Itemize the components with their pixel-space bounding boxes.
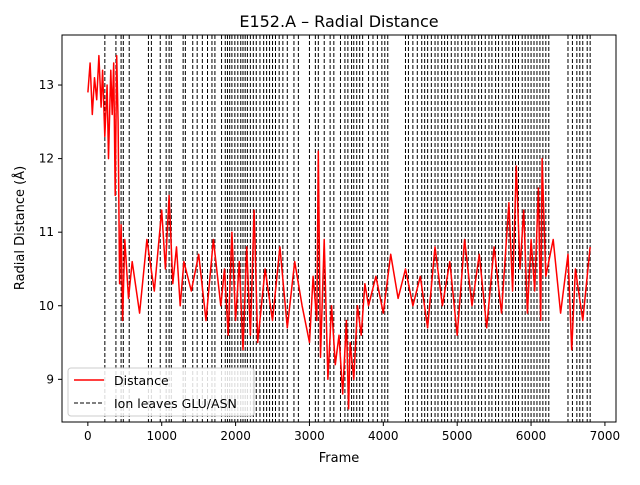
x-tick-label: 3000 bbox=[294, 429, 325, 443]
x-tick-label: 4000 bbox=[368, 429, 399, 443]
x-axis: 0 1000 2000 3000 4000 5000 6000 7000 bbox=[84, 422, 620, 443]
plot-frame bbox=[61, 34, 617, 423]
x-tick-label: 5000 bbox=[442, 429, 473, 443]
y-tick-label: 11 bbox=[39, 225, 54, 239]
x-tick-label: 2000 bbox=[220, 429, 251, 443]
legend-ion-label: Ion leaves GLU/ASN bbox=[114, 396, 237, 411]
y-tick-label: 9 bbox=[46, 372, 54, 386]
x-tick-label: 0 bbox=[84, 429, 92, 443]
legend: Distance Ion leaves GLU/ASN bbox=[67, 367, 255, 417]
x-tick-label: 7000 bbox=[590, 429, 621, 443]
legend-distance-label: Distance bbox=[114, 373, 169, 388]
distance-series-line bbox=[87, 54, 591, 410]
x-tick-label: 1000 bbox=[146, 429, 177, 443]
x-tick-label: 6000 bbox=[516, 429, 547, 443]
x-axis-label: Frame bbox=[319, 451, 360, 466]
y-axis: 9 10 11 12 13 bbox=[39, 78, 62, 386]
y-tick-label: 13 bbox=[39, 78, 54, 92]
y-axis-label: Radial Distance (Å) bbox=[12, 166, 28, 290]
chart-title: E152.A – Radial Distance bbox=[239, 12, 438, 31]
plot-area bbox=[61, 34, 617, 423]
legend-box bbox=[67, 367, 255, 417]
y-tick-label: 12 bbox=[39, 152, 54, 166]
y-tick-label: 10 bbox=[39, 299, 54, 313]
